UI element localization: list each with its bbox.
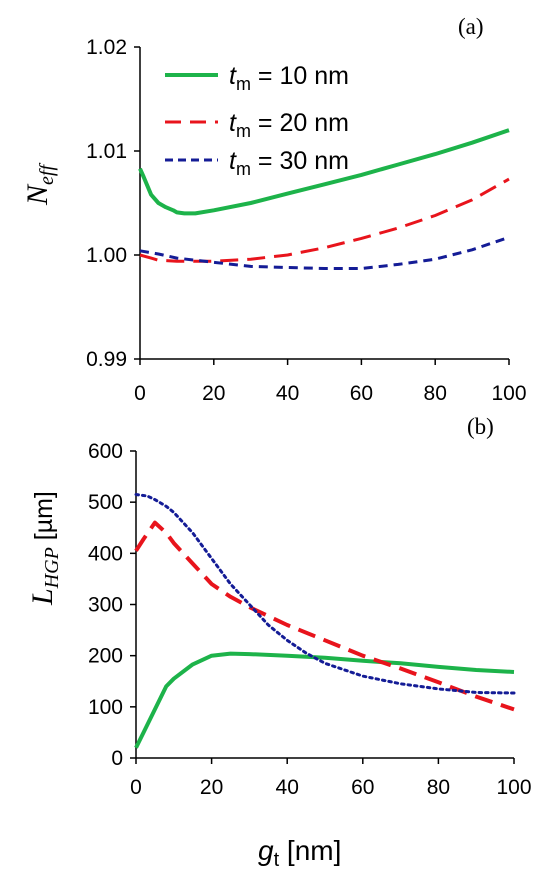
- panel-b-xlabel-var: g: [258, 835, 274, 866]
- series-line-tm10: [134, 651, 515, 749]
- legend-text: = 10 nm: [251, 62, 349, 90]
- panel-a-ylabel-sub: eff: [36, 163, 58, 185]
- y-tick-label: 0: [111, 747, 123, 770]
- panel-a-axes: 0.99 1.00 1.01 1.02 0 20 40 60 80 100: [86, 36, 526, 405]
- series-line-tm10: [138, 128, 510, 216]
- y-tick-label: 1.02: [86, 36, 127, 59]
- y-tick-label: 1.00: [86, 244, 127, 267]
- y-tick-label: 200: [88, 645, 123, 668]
- x-tick-label: 20: [200, 776, 223, 799]
- panel-b-xlabel-sub: t: [274, 849, 280, 871]
- series-line-tm20: [139, 177, 510, 263]
- x-tick-label: 60: [350, 382, 373, 405]
- y-tick-label: 100: [88, 696, 123, 719]
- panel-b-ylabel-unit: [µm]: [30, 491, 58, 547]
- x-tick-label: 60: [351, 776, 374, 799]
- y-tick-label: 500: [88, 491, 123, 514]
- series-line-tm20: [134, 520, 515, 712]
- y-tick-label: 400: [88, 542, 123, 565]
- panel-b-xlabel-unit: [nm]: [279, 835, 341, 866]
- legend-var: t: [229, 109, 237, 137]
- panel-b-axes: 0 100 200 300 400 500 600 0 20 40 60 80 100: [88, 440, 532, 799]
- x-tick-label: 0: [130, 776, 142, 799]
- panel-a-ylabel-main: N: [21, 183, 54, 206]
- x-tick-label: 40: [276, 382, 299, 405]
- legend-label: tm = 20 nm: [229, 109, 349, 141]
- legend-sub: m: [236, 74, 251, 94]
- panel-b-ylabel-sub: HGP: [41, 547, 63, 589]
- panel-a-label: (a): [458, 14, 484, 39]
- y-tick-label: 0.99: [86, 348, 127, 371]
- y-tick-label: 1.01: [86, 140, 127, 163]
- legend-var: t: [229, 62, 237, 90]
- panel-b-ylabel-main: L: [26, 588, 59, 606]
- x-tick-label: 20: [202, 382, 225, 405]
- panel-b-series-group: [134, 493, 516, 749]
- panel-a-ylabel: Neff: [21, 163, 58, 206]
- legend-label: tm = 10 nm: [229, 62, 349, 94]
- legend-sub: m: [236, 159, 251, 179]
- panel-b-xlabel: gt [nm]: [258, 835, 341, 871]
- legend-sub: m: [236, 121, 251, 141]
- x-tick-label: 100: [496, 776, 531, 799]
- panel-b-ylabel: LHGP [µm]: [26, 491, 63, 606]
- legend-var: t: [229, 147, 237, 175]
- y-tick-label: 600: [88, 440, 123, 463]
- legend-text: = 20 nm: [251, 109, 349, 137]
- x-tick-label: 100: [491, 382, 526, 405]
- series-line-tm30: [134, 493, 516, 695]
- x-tick-label: 40: [276, 776, 299, 799]
- y-tick-label: 300: [88, 594, 123, 617]
- panel-a-series-group: [138, 128, 510, 270]
- panel-b-label: (b): [467, 414, 494, 439]
- legend-text: = 30 nm: [251, 147, 349, 175]
- x-tick-label: 0: [134, 382, 146, 405]
- panel-a: (a) Neff 0.991.001.011.020 20 40 60 80 100 tm…: [21, 14, 527, 405]
- series-line-tm30: [139, 235, 510, 270]
- legend-label: tm = 30 nm: [229, 147, 349, 179]
- x-tick-label: 80: [427, 776, 450, 799]
- panel-b: (b) LHGP [µm] 0 100 200 300 400 500 600 0 20 40 60…: [26, 414, 532, 871]
- x-tick-label: 80: [424, 382, 447, 405]
